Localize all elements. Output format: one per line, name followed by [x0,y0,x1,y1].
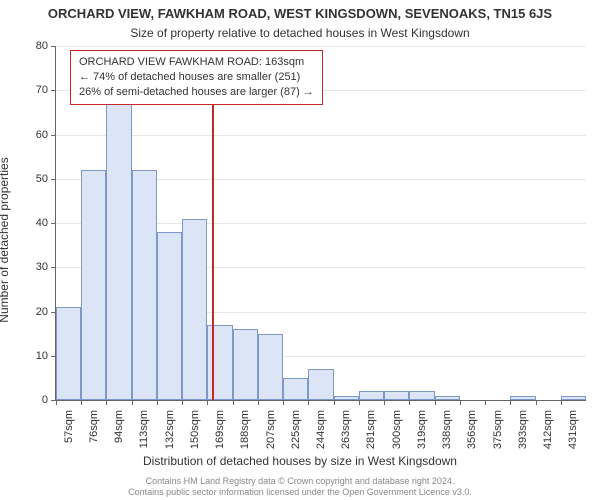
x-tick [485,400,486,405]
y-tick-label: 0 [26,394,48,406]
x-tick-label: 244sqm [315,410,327,449]
x-tick [510,400,511,405]
x-tick-label: 113sqm [138,410,150,448]
attribution-line-1: Contains HM Land Registry data © Crown c… [0,476,600,487]
histogram-bar [384,391,409,400]
histogram-bar [182,219,207,400]
y-tick-label: 40 [26,217,48,229]
marker-info-box: ORCHARD VIEW FAWKHAM ROAD: 163sqm← 74% o… [70,50,323,105]
x-tick [536,400,537,405]
x-tick [460,400,461,405]
gridline [56,135,586,136]
x-tick-label: 132sqm [164,410,176,449]
x-tick-label: 263sqm [340,410,352,449]
histogram-bar [132,170,157,400]
histogram-bar [308,369,333,400]
histogram-bar [561,396,586,400]
attribution-line-2: Contains public sector information licen… [0,487,600,498]
y-tick-label: 60 [26,129,48,141]
y-tick [51,267,56,268]
x-tick-label: 393sqm [517,410,529,449]
y-tick [51,135,56,136]
marker-info-line: ORCHARD VIEW FAWKHAM ROAD: 163sqm [79,55,314,70]
x-tick-label: 281sqm [365,410,377,449]
x-tick [283,400,284,405]
histogram-bar [207,325,232,400]
histogram-bar [258,334,283,400]
histogram-bar [359,391,384,400]
x-tick [132,400,133,405]
x-tick [182,400,183,405]
x-tick-label: 188sqm [239,410,251,449]
x-tick [157,400,158,405]
chart-container: ORCHARD VIEW, FAWKHAM ROAD, WEST KINGSDO… [0,0,600,500]
histogram-bar [106,104,131,400]
histogram-bar [233,329,258,400]
y-tick-label: 20 [26,306,48,318]
x-tick [435,400,436,405]
y-tick-label: 50 [26,173,48,185]
histogram-bar [157,232,182,400]
x-tick-label: 412sqm [542,410,554,449]
x-tick [308,400,309,405]
y-tick [51,179,56,180]
x-tick-label: 207sqm [265,410,277,449]
x-tick [81,400,82,405]
x-tick-label: 94sqm [113,410,125,443]
x-tick [207,400,208,405]
y-tick-label: 80 [26,40,48,52]
x-tick-label: 150sqm [189,410,201,449]
x-tick [359,400,360,405]
x-tick [561,400,562,405]
histogram-bar [435,396,460,400]
attribution: Contains HM Land Registry data © Crown c… [0,476,600,499]
x-tick [258,400,259,405]
x-tick-label: 76sqm [88,410,100,443]
page-title: ORCHARD VIEW, FAWKHAM ROAD, WEST KINGSDO… [0,6,600,21]
x-tick [334,400,335,405]
x-tick [56,400,57,405]
x-tick [106,400,107,405]
x-tick-label: 225sqm [290,410,302,449]
x-axis-label: Distribution of detached houses by size … [0,454,600,468]
histogram-bar [409,391,434,400]
x-tick [233,400,234,405]
x-tick [409,400,410,405]
y-tick-label: 70 [26,84,48,96]
x-tick [384,400,385,405]
histogram-bar [334,396,359,400]
y-tick [51,46,56,47]
x-tick-label: 375sqm [492,410,504,449]
histogram-bar [283,378,308,400]
x-tick-label: 431sqm [567,410,579,449]
y-axis-label: Number of detached properties [0,157,11,322]
x-tick-label: 356sqm [466,410,478,449]
y-tick [51,90,56,91]
x-tick-label: 169sqm [214,410,226,449]
y-tick [51,223,56,224]
histogram-bar [56,307,81,400]
x-tick-label: 300sqm [391,410,403,449]
gridline [56,46,586,47]
marker-info-line: ← 74% of detached houses are smaller (25… [79,70,314,85]
page-subtitle: Size of property relative to detached ho… [0,26,600,40]
y-tick-label: 10 [26,350,48,362]
y-tick-label: 30 [26,261,48,273]
marker-info-line: 26% of semi-detached houses are larger (… [79,85,314,100]
x-tick-label: 338sqm [441,410,453,449]
histogram-bar [81,170,106,400]
x-tick-label: 319sqm [416,410,428,449]
x-tick-label: 57sqm [63,410,75,443]
histogram-bar [510,396,535,400]
